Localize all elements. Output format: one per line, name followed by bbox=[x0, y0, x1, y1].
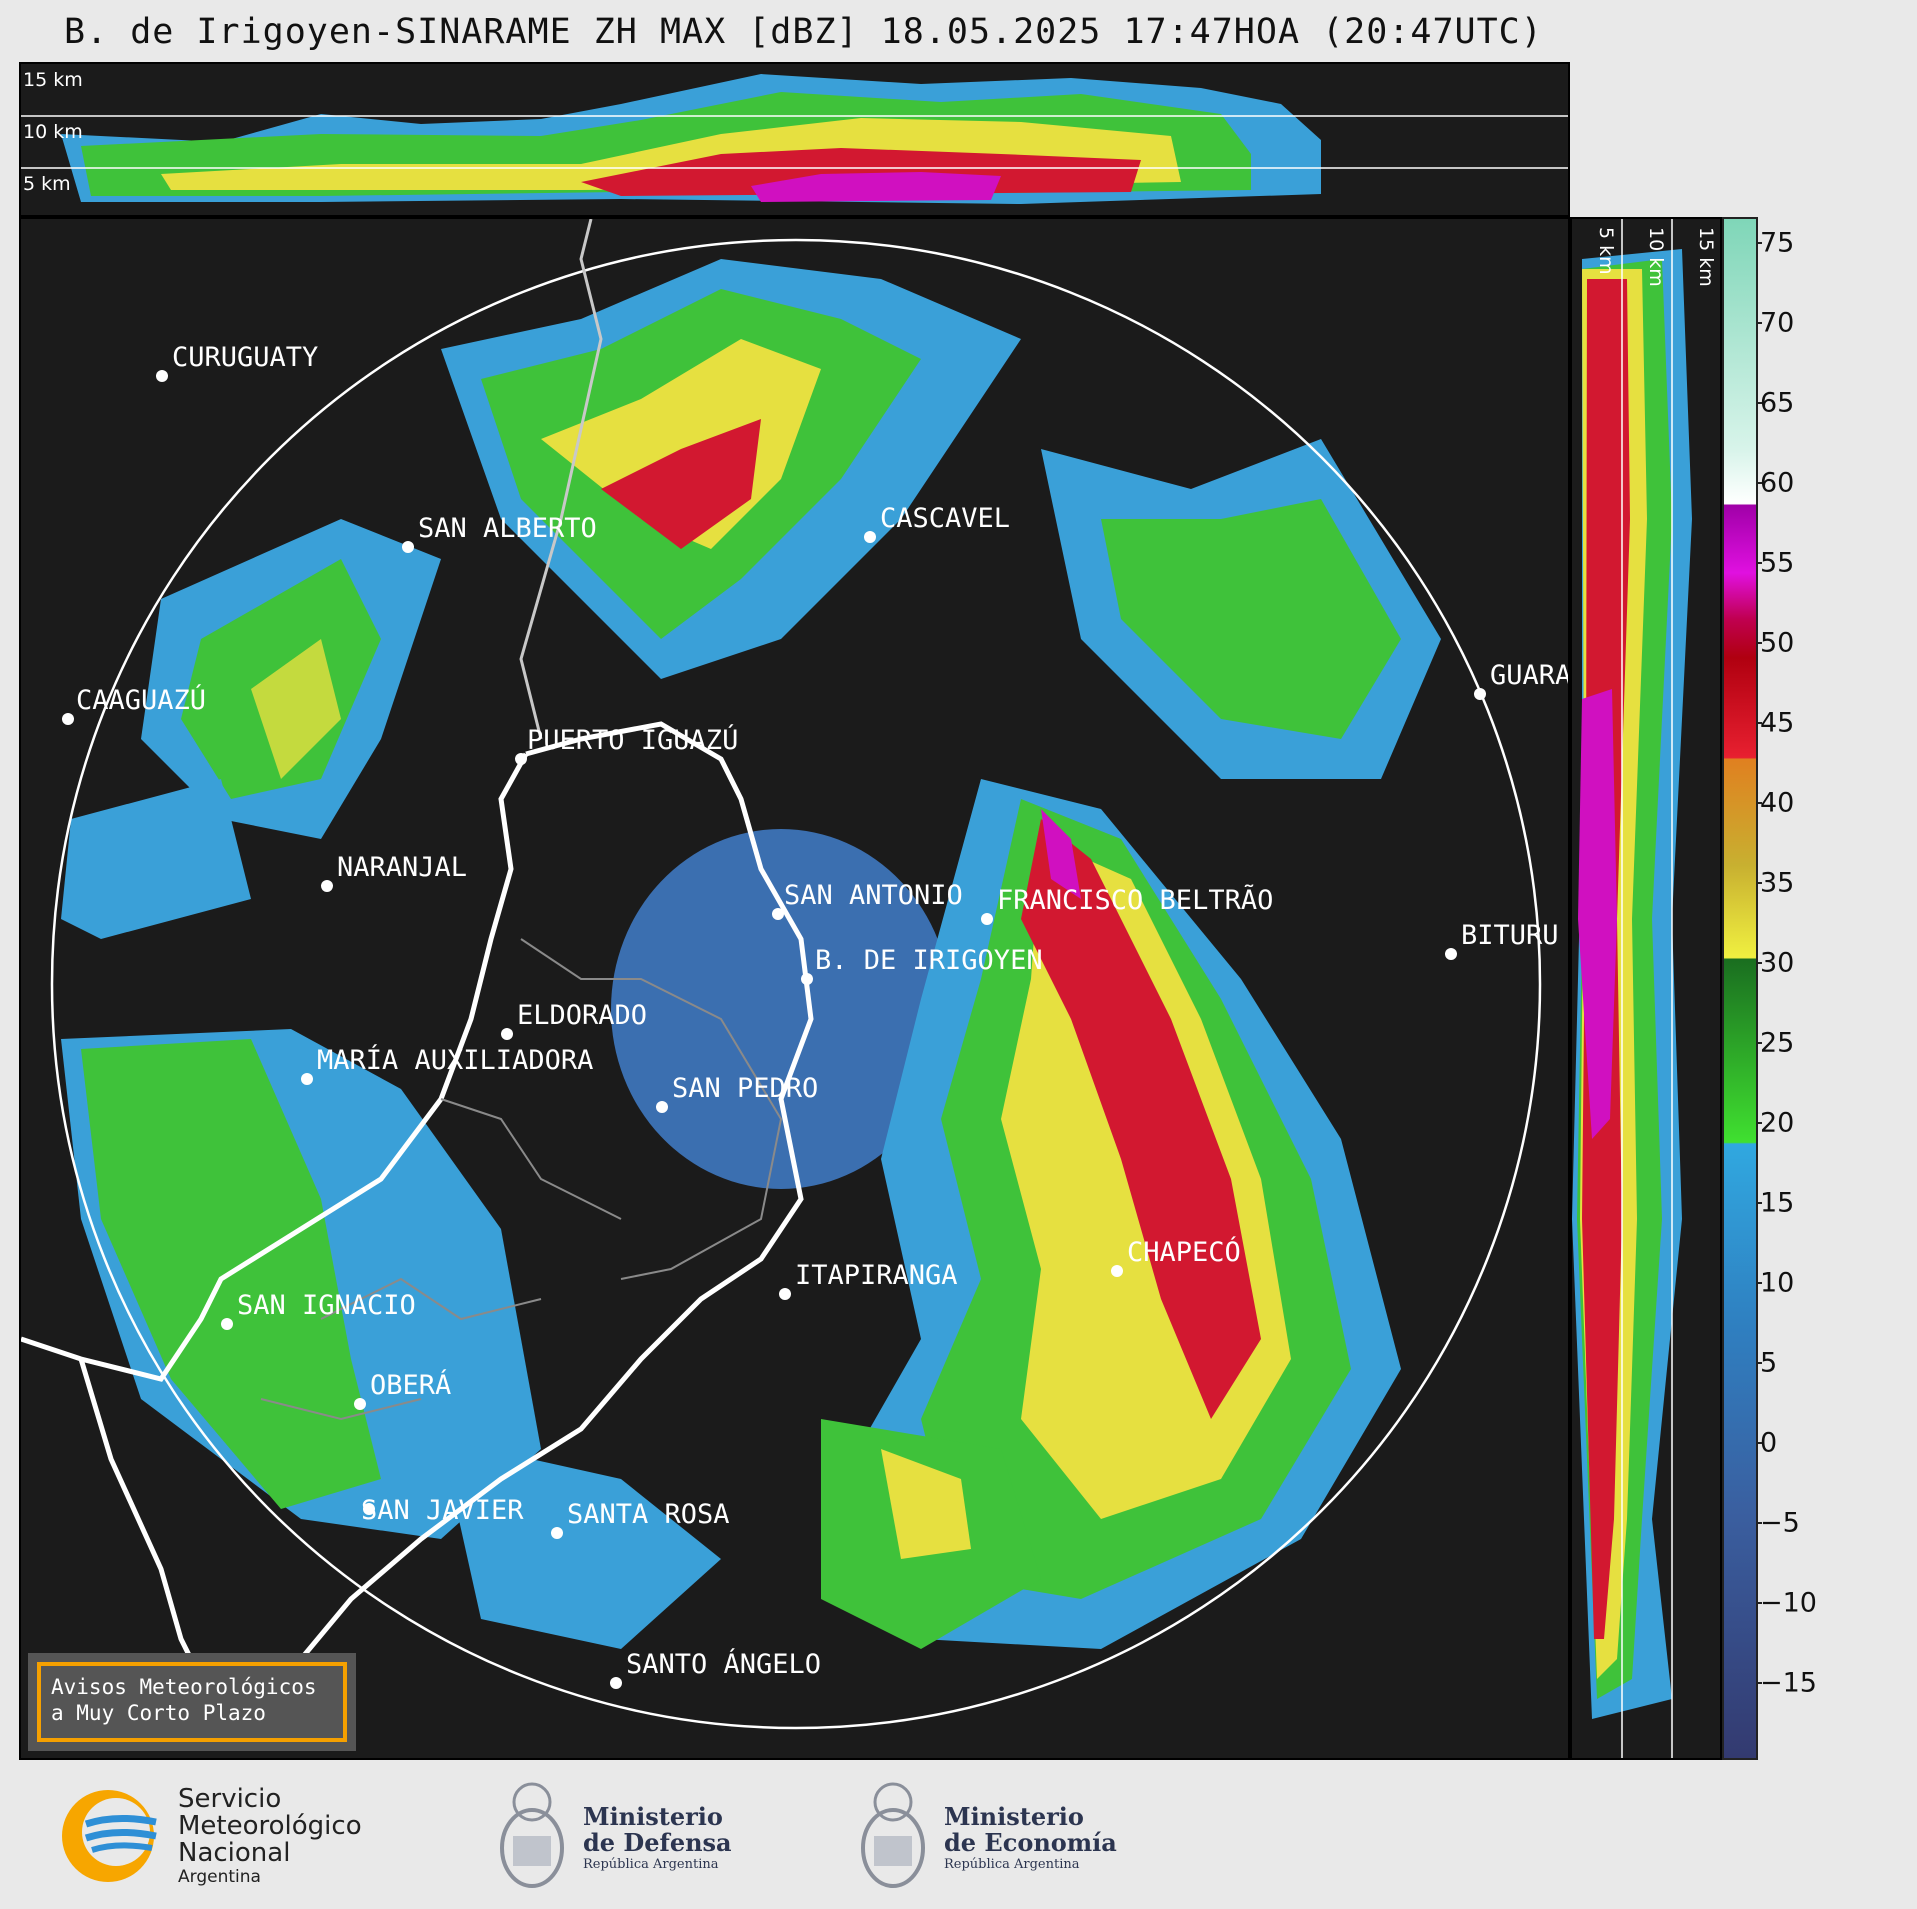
city-label: SANTA ROSA bbox=[567, 1499, 730, 1530]
colorbar-tick-label: 70 bbox=[1760, 307, 1795, 339]
colorbar-tick-label: 25 bbox=[1760, 1027, 1795, 1059]
colorbar-tick-mark bbox=[1756, 722, 1762, 724]
colorbar-tick-mark bbox=[1756, 1042, 1762, 1044]
defensa-line-2: de Defensa bbox=[583, 1828, 732, 1857]
colorbar-tick-label: 0 bbox=[1760, 1427, 1778, 1459]
colorbar-tick-mark bbox=[1756, 1122, 1762, 1124]
colorbar-tick-label: 60 bbox=[1760, 467, 1795, 499]
colorbar-tick-label: 30 bbox=[1760, 947, 1795, 979]
smn-line-2: Meteorológico bbox=[178, 1811, 362, 1841]
radar-map: CURUGUATY SAN ALBERTO CASCAVEL CAAGUAZÚ … bbox=[21, 219, 1570, 1730]
smn-line-4: Argentina bbox=[178, 1867, 261, 1887]
side-cross-section-panel: 5 km 10 km 15 km bbox=[1570, 217, 1722, 1760]
colorbar-tick-mark bbox=[1756, 1202, 1762, 1204]
defensa-line-1: Ministerio bbox=[583, 1802, 723, 1831]
colorbar-tick-mark bbox=[1756, 1362, 1762, 1364]
defensa-line-3: República Argentina bbox=[583, 1857, 719, 1872]
range-ring bbox=[50, 238, 1542, 1730]
smn-emblem-icon bbox=[62, 1790, 157, 1882]
colorbar-tick-label: 55 bbox=[1760, 547, 1795, 579]
city-label: GUARA bbox=[1490, 660, 1570, 691]
colorbar bbox=[1722, 217, 1758, 1760]
colorbar-tick-label: 35 bbox=[1760, 867, 1795, 899]
top-height-label-15: 15 km bbox=[23, 69, 83, 91]
chart-title: B. de Irigoyen-SINARAME ZH MAX [dBZ] 18.… bbox=[64, 12, 1543, 52]
city-label: SAN JAVIER bbox=[361, 1495, 524, 1526]
city-label: CURUGUATY bbox=[172, 342, 318, 373]
colorbar-tick-label: 45 bbox=[1760, 707, 1795, 739]
colorbar-tick-mark bbox=[1756, 562, 1762, 564]
colorbar-tick-mark bbox=[1756, 402, 1762, 404]
city-label: CHAPECÓ bbox=[1127, 1236, 1241, 1268]
colorbar-tick-label: 20 bbox=[1760, 1107, 1795, 1139]
side-cross-section: 5 km 10 km 15 km bbox=[1572, 219, 1717, 1758]
city-label: NARANJAL bbox=[337, 852, 467, 883]
colorbar-tick-mark bbox=[1756, 322, 1762, 324]
city-label: SAN PEDRO bbox=[672, 1073, 818, 1104]
national-shield-icon bbox=[861, 1782, 925, 1888]
smn-line-1: Servicio bbox=[178, 1784, 282, 1814]
national-shield-icon bbox=[500, 1782, 564, 1888]
smn-logo: Servicio Meteorológico Nacional Argentin… bbox=[56, 1784, 386, 1887]
city-label: SAN ALBERTO bbox=[418, 513, 597, 544]
colorbar-tick-mark bbox=[1756, 962, 1762, 964]
radar-echoes bbox=[61, 259, 1441, 1649]
economia-line-2: de Economía bbox=[944, 1828, 1117, 1857]
city-label: B. DE IRIGOYEN bbox=[815, 945, 1043, 976]
colorbar-gradient bbox=[1724, 219, 1756, 1758]
city-label: SAN ANTONIO bbox=[784, 880, 963, 911]
colorbar-tick-label: 10 bbox=[1760, 1267, 1795, 1299]
economia-logo: Ministerio de Economía República Argenti… bbox=[856, 1776, 1136, 1896]
colorbar-tick-mark bbox=[1756, 1682, 1762, 1684]
city-label: CAAGUAZÚ bbox=[76, 684, 206, 716]
colorbar-tick-mark bbox=[1756, 1522, 1762, 1524]
top-cross-section-panel: 15 km 10 km 5 km bbox=[19, 62, 1570, 217]
colorbar-tick-mark bbox=[1756, 802, 1762, 804]
city-label: ELDORADO bbox=[517, 1000, 647, 1031]
colorbar-tick-mark bbox=[1756, 882, 1762, 884]
smn-line-3: Nacional bbox=[178, 1838, 291, 1868]
top-height-label-5: 5 km bbox=[23, 173, 71, 195]
aviso-line-2: a Muy Corto Plazo bbox=[51, 1701, 266, 1725]
economia-line-3: República Argentina bbox=[944, 1857, 1080, 1872]
colorbar-tick-label: −15 bbox=[1760, 1667, 1817, 1699]
top-echo-band bbox=[61, 74, 1321, 204]
city-label: PUERTO IGUAZÚ bbox=[527, 724, 738, 756]
city-label: CASCAVEL bbox=[880, 503, 1010, 534]
colorbar-tick-label: −5 bbox=[1760, 1507, 1800, 1539]
colorbar-tick-label: 50 bbox=[1760, 627, 1795, 659]
colorbar-tick-label: −10 bbox=[1760, 1587, 1817, 1619]
side-height-label-15: 15 km bbox=[1695, 227, 1717, 287]
side-height-label-5: 5 km bbox=[1595, 227, 1617, 275]
city-label: ITAPIRANGA bbox=[795, 1260, 958, 1291]
radar-map-panel: CURUGUATY SAN ALBERTO CASCAVEL CAAGUAZÚ … bbox=[19, 217, 1570, 1760]
colorbar-tick-label: 65 bbox=[1760, 387, 1795, 419]
borders bbox=[21, 219, 814, 1721]
top-height-label-10: 10 km bbox=[23, 121, 83, 143]
colorbar-tick-mark bbox=[1756, 1282, 1762, 1284]
city-label: SANTO ÁNGELO bbox=[626, 1648, 821, 1680]
colorbar-tick-mark bbox=[1756, 642, 1762, 644]
colorbar-tick-mark bbox=[1756, 1602, 1762, 1604]
city-label: OBERÁ bbox=[370, 1369, 451, 1401]
aviso-line-1: Avisos Meteorológicos bbox=[51, 1675, 317, 1699]
colorbar-tick-mark bbox=[1756, 482, 1762, 484]
city-label: BITURU bbox=[1461, 920, 1559, 951]
aviso-box[interactable]: Avisos Meteorológicos a Muy Corto Plazo bbox=[28, 1653, 356, 1751]
city-label: MARÍA AUXILIADORA bbox=[317, 1044, 593, 1076]
city-label: FRANCISCO BELTRÃO bbox=[997, 884, 1273, 916]
defensa-logo: Ministerio de Defensa República Argentin… bbox=[495, 1776, 765, 1896]
colorbar-tick-mark bbox=[1756, 1442, 1762, 1444]
top-cross-section: 15 km 10 km 5 km bbox=[21, 69, 1568, 204]
city-label: SAN IGNACIO bbox=[237, 1290, 416, 1321]
colorbar-tick-label: 75 bbox=[1760, 227, 1795, 259]
economia-line-1: Ministerio bbox=[944, 1802, 1084, 1831]
colorbar-tick-label: 5 bbox=[1760, 1347, 1778, 1379]
colorbar-tick-mark bbox=[1756, 242, 1762, 244]
colorbar-tick-label: 15 bbox=[1760, 1187, 1795, 1219]
colorbar-tick-label: 40 bbox=[1760, 787, 1795, 819]
side-height-label-10: 10 km bbox=[1645, 227, 1667, 287]
city-markers bbox=[62, 370, 1486, 1689]
